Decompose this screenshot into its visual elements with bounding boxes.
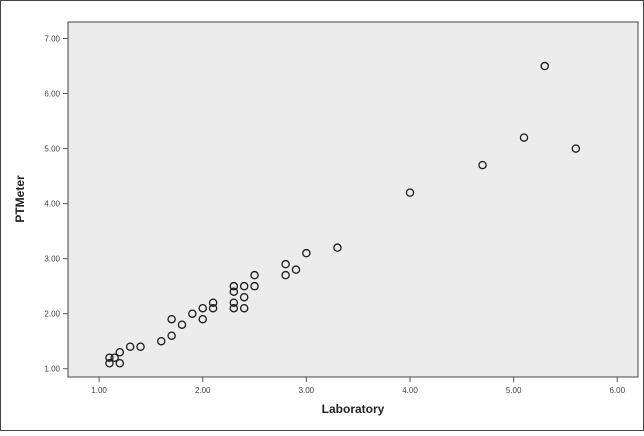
data-point [250, 281, 259, 291]
data-point [333, 243, 342, 252]
data-point [405, 188, 415, 197]
data-point [125, 342, 135, 351]
data-point [281, 259, 290, 269]
x-tick-label: 2.00 [195, 386, 211, 395]
y-tick-label: 1.00 [44, 365, 60, 374]
data-point [519, 133, 529, 142]
data-point [188, 309, 197, 318]
plot-area [67, 21, 639, 378]
y-tick-label: 5.00 [44, 145, 60, 154]
data-point [198, 303, 207, 313]
x-tick-label: 4.00 [402, 386, 418, 395]
y-tick-label: 7.00 [44, 35, 60, 44]
data-point [229, 287, 239, 296]
data-point [105, 358, 114, 368]
data-point [208, 303, 218, 313]
data-point [177, 320, 187, 329]
data-point [105, 353, 114, 362]
data-point [540, 61, 549, 71]
data-point [250, 270, 259, 280]
data-point [110, 353, 119, 362]
y-tick-label: 2.00 [44, 310, 60, 319]
x-tick-label: 5.00 [506, 386, 522, 395]
axes: 1.00 2.00 3.00 4.00 5.00 6.00 1.00 2.00 3.00 4.00… [44, 35, 625, 395]
data-point [157, 336, 166, 346]
y-tick-label: 6.00 [44, 90, 60, 99]
data-point [229, 303, 239, 313]
data-point [136, 342, 145, 351]
data-point [198, 314, 207, 324]
data-point [291, 265, 301, 274]
y-tick-label: 3.00 [44, 255, 60, 264]
x-tick-label: 6.00 [609, 386, 625, 395]
data-point [229, 298, 239, 307]
data-point [239, 281, 249, 291]
data-point [115, 358, 125, 368]
y-tick-label: 4.00 [44, 200, 60, 209]
data-point [281, 270, 290, 280]
data-point [239, 292, 249, 302]
data-points [105, 61, 581, 368]
data-point [167, 314, 176, 324]
data-point [239, 303, 249, 313]
x-tick-label: 3.00 [299, 386, 315, 395]
x-tick-label: 1.00 [91, 386, 107, 395]
y-axis-label: PTMeter [13, 175, 27, 223]
data-point [115, 347, 125, 357]
data-point [302, 248, 311, 258]
data-point [478, 160, 487, 170]
data-point [167, 331, 176, 340]
data-point [208, 298, 218, 307]
data-point [571, 144, 581, 153]
data-point [229, 281, 239, 291]
x-axis-label: Laboratory [322, 402, 385, 416]
